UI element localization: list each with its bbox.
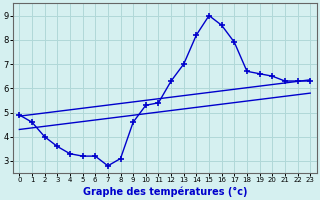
X-axis label: Graphe des températures (°c): Graphe des températures (°c) xyxy=(83,186,247,197)
